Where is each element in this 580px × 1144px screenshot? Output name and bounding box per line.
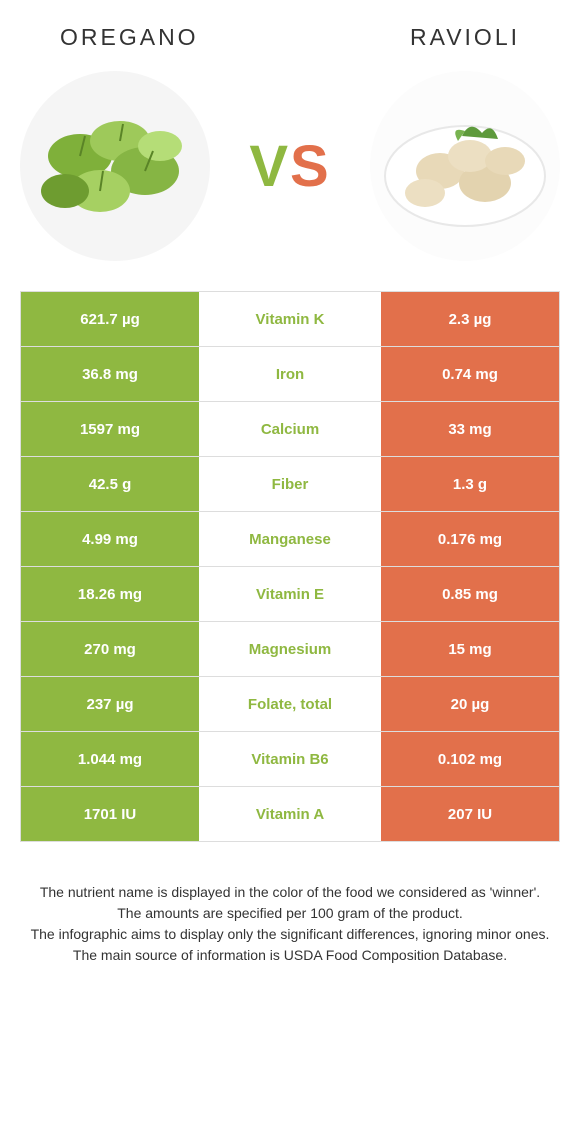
left-value: 4.99 mg — [21, 512, 199, 566]
left-value: 42.5 g — [21, 457, 199, 511]
table-row: 18.26 mgVitamin E0.85 mg — [21, 567, 559, 622]
table-row: 621.7 µgVitamin K2.3 µg — [21, 292, 559, 347]
nutrient-name: Vitamin E — [199, 567, 381, 621]
ravioli-image — [370, 71, 560, 261]
nutrient-name: Calcium — [199, 402, 381, 456]
right-value: 0.176 mg — [381, 512, 559, 566]
footer-line: The main source of information is USDA F… — [30, 945, 550, 966]
right-value: 0.102 mg — [381, 732, 559, 786]
table-row: 36.8 mgIron0.74 mg — [21, 347, 559, 402]
nutrient-name: Magnesium — [199, 622, 381, 676]
left-value: 237 µg — [21, 677, 199, 731]
right-value: 207 IU — [381, 787, 559, 841]
vs-row: VS — [0, 61, 580, 291]
table-row: 270 mgMagnesium15 mg — [21, 622, 559, 677]
table-row: 4.99 mgManganese0.176 mg — [21, 512, 559, 567]
ravioli-icon — [380, 101, 550, 231]
left-value: 1.044 mg — [21, 732, 199, 786]
nutrient-name: Folate, total — [199, 677, 381, 731]
vs-s: S — [290, 134, 331, 199]
nutrient-name: Fiber — [199, 457, 381, 511]
left-value: 1701 IU — [21, 787, 199, 841]
table-row: 42.5 gFiber1.3 g — [21, 457, 559, 512]
left-value: 36.8 mg — [21, 347, 199, 401]
right-value: 1.3 g — [381, 457, 559, 511]
oregano-icon — [25, 96, 205, 236]
title-right: Ravioli — [410, 24, 520, 51]
footer-notes: The nutrient name is displayed in the co… — [0, 842, 580, 966]
right-value: 2.3 µg — [381, 292, 559, 346]
left-value: 1597 mg — [21, 402, 199, 456]
right-value: 20 µg — [381, 677, 559, 731]
table-row: 237 µgFolate, total20 µg — [21, 677, 559, 732]
footer-line: The nutrient name is displayed in the co… — [30, 882, 550, 903]
left-value: 270 mg — [21, 622, 199, 676]
footer-line: The infographic aims to display only the… — [30, 924, 550, 945]
table-row: 1597 mgCalcium33 mg — [21, 402, 559, 457]
table-row: 1701 IUVitamin A207 IU — [21, 787, 559, 842]
right-value: 15 mg — [381, 622, 559, 676]
right-value: 33 mg — [381, 402, 559, 456]
nutrient-name: Vitamin B6 — [199, 732, 381, 786]
table-row: 1.044 mgVitamin B60.102 mg — [21, 732, 559, 787]
left-value: 18.26 mg — [21, 567, 199, 621]
right-value: 0.74 mg — [381, 347, 559, 401]
nutrient-name: Manganese — [199, 512, 381, 566]
header-titles: Oregano Ravioli — [0, 0, 580, 61]
nutrient-table: 621.7 µgVitamin K2.3 µg36.8 mgIron0.74 m… — [20, 291, 560, 842]
vs-v: V — [249, 134, 290, 199]
title-left: Oregano — [60, 24, 199, 51]
nutrient-name: Iron — [199, 347, 381, 401]
left-value: 621.7 µg — [21, 292, 199, 346]
nutrient-name: Vitamin A — [199, 787, 381, 841]
right-value: 0.85 mg — [381, 567, 559, 621]
vs-label: VS — [249, 133, 330, 200]
nutrient-name: Vitamin K — [199, 292, 381, 346]
oregano-image — [20, 71, 210, 261]
footer-line: The amounts are specified per 100 gram o… — [30, 903, 550, 924]
